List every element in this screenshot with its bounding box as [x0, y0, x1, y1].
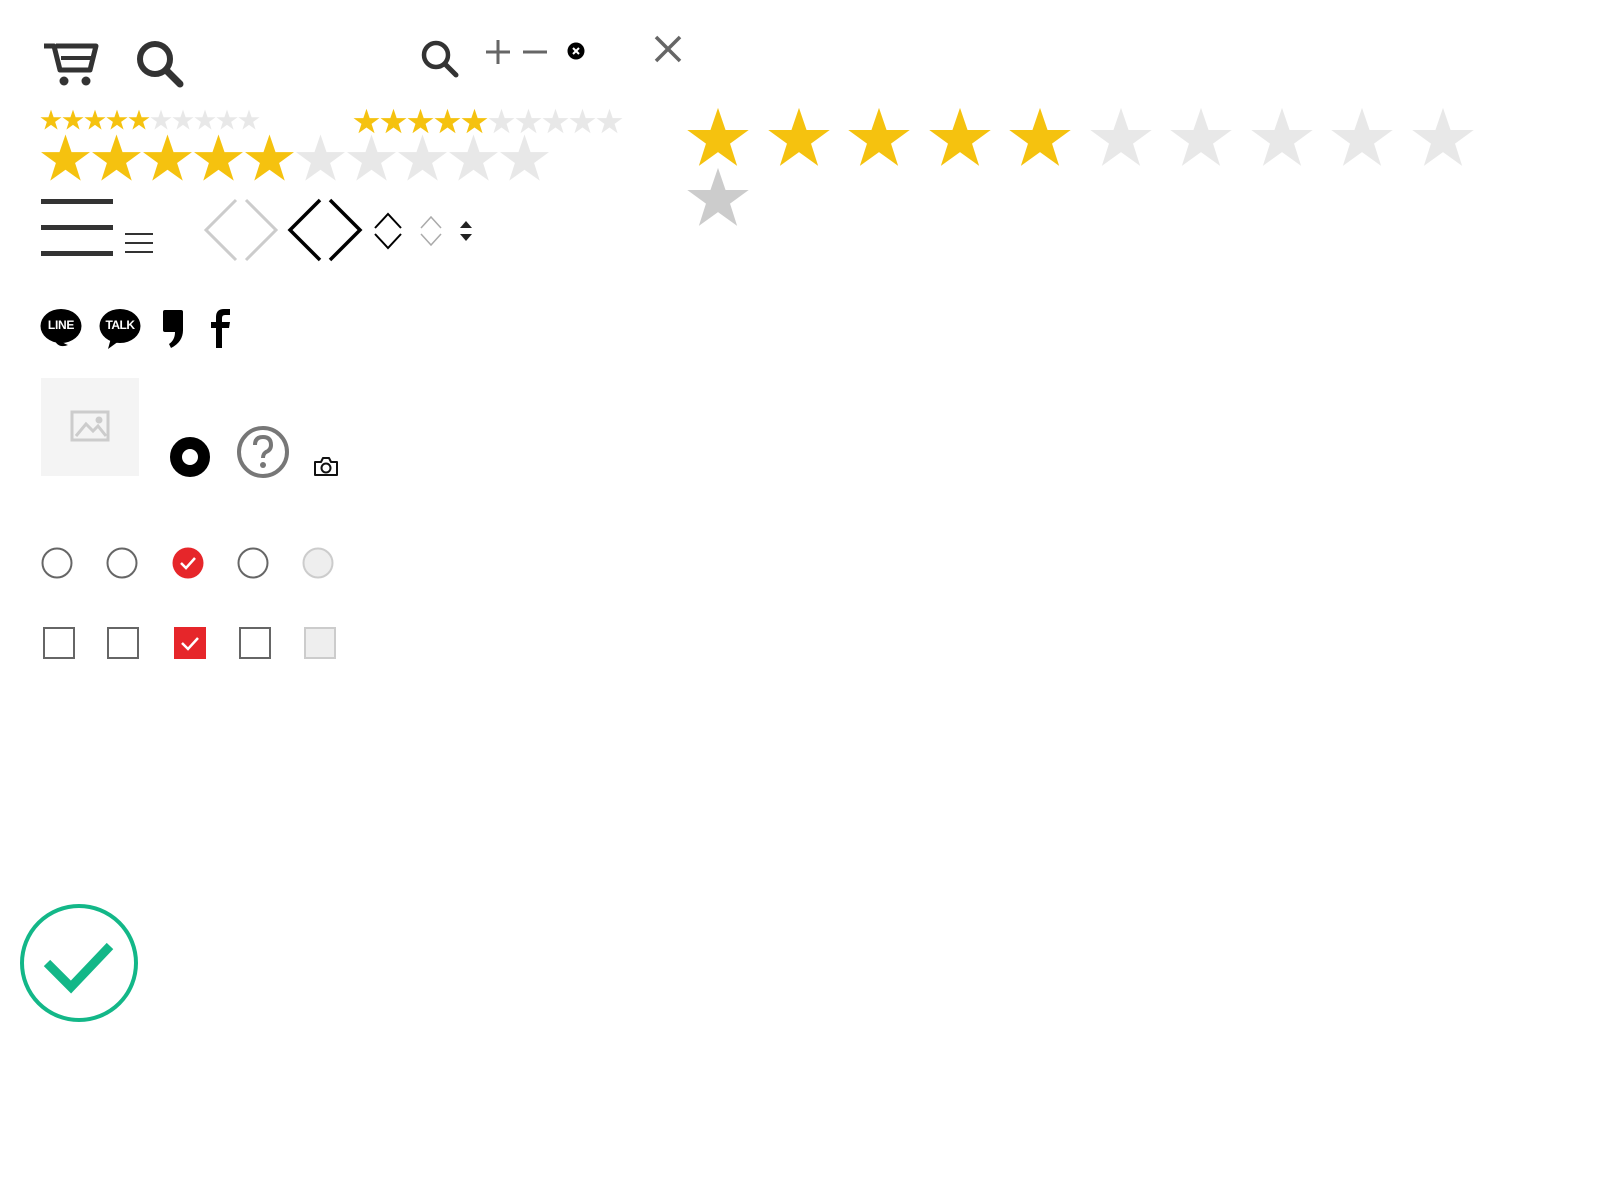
star-filled-icon[interactable] — [142, 133, 193, 184]
star-filled-icon[interactable] — [40, 109, 62, 131]
star-empty-icon[interactable] — [1250, 106, 1314, 170]
star-filled-icon[interactable] — [353, 108, 380, 135]
star-filled-icon[interactable] — [128, 109, 150, 131]
star-empty-icon[interactable] — [448, 133, 499, 184]
star-empty-icon[interactable] — [1089, 106, 1153, 170]
question-icon[interactable] — [236, 425, 290, 479]
checkbox-disabled — [304, 627, 336, 659]
star-icon[interactable] — [686, 166, 750, 230]
star-empty-icon[interactable] — [295, 133, 346, 184]
search-icon[interactable] — [421, 40, 459, 78]
star-filled-icon[interactable] — [244, 133, 295, 184]
star-filled-icon[interactable] — [193, 133, 244, 184]
star-empty-icon[interactable] — [515, 108, 542, 135]
plus-icon[interactable] — [486, 40, 510, 64]
star-filled-icon[interactable] — [40, 133, 91, 184]
story-share-icon[interactable] — [161, 308, 185, 348]
clear-icon[interactable] — [567, 42, 585, 60]
rating-large — [40, 133, 550, 184]
star-filled-icon[interactable] — [84, 109, 106, 131]
line-share-icon[interactable]: LINE — [40, 307, 82, 349]
star-filled-icon[interactable] — [461, 108, 488, 135]
checkbox-unchecked[interactable] — [43, 627, 75, 659]
line-share-label: LINE — [47, 318, 75, 332]
rating-small-b — [353, 108, 623, 135]
star-filled-icon[interactable] — [434, 108, 461, 135]
star-empty-icon[interactable] — [238, 109, 260, 131]
star-empty-icon[interactable] — [488, 108, 515, 135]
checkbox-group — [43, 627, 343, 661]
radio-button-checked[interactable] — [172, 547, 204, 579]
facebook-share-icon[interactable] — [208, 308, 232, 348]
star-filled-icon[interactable] — [380, 108, 407, 135]
radio-button-unchecked[interactable] — [41, 547, 73, 579]
kakaotalk-share-icon[interactable]: TALK — [99, 307, 141, 349]
star-empty-icon[interactable] — [346, 133, 397, 184]
radio-button-unchecked[interactable] — [106, 547, 138, 579]
star-filled-icon[interactable] — [407, 108, 434, 135]
cart-icon[interactable] — [42, 40, 100, 88]
checkbox-checked[interactable] — [174, 627, 206, 659]
star-empty-icon[interactable] — [542, 108, 569, 135]
camera-icon[interactable] — [313, 456, 339, 477]
star-filled-icon[interactable] — [847, 106, 911, 170]
ring-icon — [170, 437, 210, 477]
image-placeholder — [41, 378, 139, 476]
star-empty-icon[interactable] — [1169, 106, 1233, 170]
star-filled-icon[interactable] — [928, 106, 992, 170]
star-empty-icon[interactable] — [397, 133, 448, 184]
star-filled-icon[interactable] — [91, 133, 142, 184]
star-filled-icon[interactable] — [106, 109, 128, 131]
search-icon[interactable] — [136, 40, 184, 88]
sort-arrows-icon[interactable] — [459, 220, 473, 242]
star-filled-icon[interactable] — [767, 106, 831, 170]
chevron-up-down-icon[interactable] — [373, 211, 403, 251]
rating-medium — [686, 106, 1475, 170]
radio-button-disabled — [302, 547, 334, 579]
image-placeholder-icon — [70, 410, 110, 442]
hamburger-menu-icon[interactable] — [125, 233, 153, 255]
star-empty-icon[interactable] — [194, 109, 216, 131]
star-filled-icon[interactable] — [1008, 106, 1072, 170]
rating-small-a — [40, 109, 260, 131]
star-empty-icon[interactable] — [172, 109, 194, 131]
check-circle-icon — [19, 903, 139, 1023]
star-empty-icon[interactable] — [150, 109, 172, 131]
radio-group — [41, 547, 341, 581]
hamburger-menu-icon[interactable] — [41, 199, 113, 257]
star-filled-icon[interactable] — [62, 109, 84, 131]
checkbox-unchecked[interactable] — [239, 627, 271, 659]
kakaotalk-share-label: TALK — [105, 318, 135, 332]
star-empty-icon[interactable] — [596, 108, 623, 135]
chevron-left-right-icon[interactable] — [287, 198, 363, 262]
minus-icon[interactable] — [523, 40, 547, 64]
star-empty-icon[interactable] — [569, 108, 596, 135]
chevron-left-right-icon[interactable] — [203, 198, 279, 262]
star-filled-icon[interactable] — [686, 106, 750, 170]
star-empty-icon[interactable] — [1411, 106, 1475, 170]
star-empty-icon[interactable] — [216, 109, 238, 131]
star-empty-icon[interactable] — [1330, 106, 1394, 170]
star-empty-icon[interactable] — [499, 133, 550, 184]
checkbox-unchecked[interactable] — [107, 627, 139, 659]
radio-button-unchecked[interactable] — [237, 547, 269, 579]
chevron-up-down-icon[interactable] — [420, 214, 442, 248]
close-icon[interactable] — [654, 35, 682, 63]
